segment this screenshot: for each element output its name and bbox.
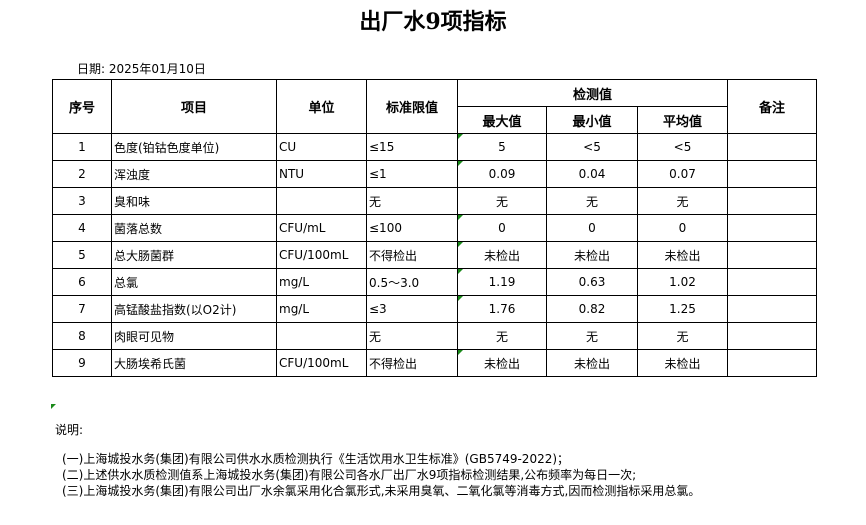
table-row: 5 总大肠菌群 CFU/100mL 不得检出 未检出 未检出 未检出 xyxy=(52,241,817,269)
row-remark xyxy=(727,214,817,242)
row-avg: 0 xyxy=(637,214,728,242)
row-item: 大肠埃希氏菌 xyxy=(111,349,277,377)
row-no: 2 xyxy=(52,160,112,188)
row-max: 1.76 xyxy=(457,295,547,323)
row-unit: CU xyxy=(276,133,367,161)
row-remark xyxy=(727,160,817,188)
table-row: 4 菌落总数 CFU/mL ≤100 0 0 0 xyxy=(52,214,817,242)
row-limit: ≤100 xyxy=(366,214,458,242)
row-unit: CFU/mL xyxy=(276,214,367,242)
row-no: 5 xyxy=(52,241,112,269)
page-title: 出厂水9项指标 xyxy=(359,9,507,35)
note-line: (三)上海城投水务(集团)有限公司出厂水余氯采用化合氯形式,未采用臭氧、二氧化氯… xyxy=(62,484,701,498)
row-avg: 1.25 xyxy=(637,295,728,323)
row-item: 浑浊度 xyxy=(111,160,277,188)
header-unit: 单位 xyxy=(276,79,367,134)
row-max: 0.09 xyxy=(457,160,547,188)
header-no: 序号 xyxy=(52,79,112,134)
row-max: 5 xyxy=(457,133,547,161)
row-unit: NTU xyxy=(276,160,367,188)
row-no: 6 xyxy=(52,268,112,296)
header-max: 最大值 xyxy=(457,106,547,134)
row-max: 未检出 xyxy=(457,349,547,377)
table-row: 7 高锰酸盐指数(以O2计) mg/L ≤3 1.76 0.82 1.25 xyxy=(52,295,817,323)
table-row: 8 肉眼可见物无无无无 xyxy=(52,322,817,350)
row-min: 无 xyxy=(546,322,638,350)
row-limit: ≤3 xyxy=(366,295,458,323)
row-remark xyxy=(727,295,817,323)
row-min: 0.63 xyxy=(546,268,638,296)
note-line: (二)上述供水水质检测值系上海城投水务(集团)有限公司各水厂出厂水9项指标检测结… xyxy=(62,468,637,482)
row-avg: 无 xyxy=(637,187,728,215)
row-unit xyxy=(276,322,367,350)
row-item: 色度(铂钴色度单位) xyxy=(111,133,277,161)
row-avg: 无 xyxy=(637,322,728,350)
row-avg: 未检出 xyxy=(637,241,728,269)
row-no: 4 xyxy=(52,214,112,242)
row-unit: CFU/100mL xyxy=(276,241,367,269)
header-measured: 检测值 xyxy=(457,79,728,107)
row-item: 肉眼可见物 xyxy=(111,322,277,350)
header-limit: 标准限值 xyxy=(366,79,458,134)
row-item: 高锰酸盐指数(以O2计) xyxy=(111,295,277,323)
row-min: 0 xyxy=(546,214,638,242)
table-row: 9 大肠埃希氏菌 CFU/100mL 不得检出 未检出 未检出 未检出 xyxy=(52,349,817,377)
row-limit: 不得检出 xyxy=(366,349,458,377)
row-avg: 未检出 xyxy=(637,349,728,377)
water-quality-table: 序号 项目 单位 标准限值 检测值 备注 最大值 最小值 平均值 1 色度(铂钴色… xyxy=(52,79,817,377)
notes-label: 说明: xyxy=(55,423,84,437)
table-row: 1 色度(铂钴色度单位) CU ≤15 5 <5 <5 xyxy=(52,133,817,161)
table-row: 6 总氯 mg/L 0.5～3.0 1.19 0.63 1.02 xyxy=(52,268,817,296)
row-max: 无 xyxy=(457,187,547,215)
row-unit xyxy=(276,187,367,215)
row-limit: 无 xyxy=(366,187,458,215)
row-remark xyxy=(727,322,817,350)
row-remark xyxy=(727,268,817,296)
row-avg: <5 xyxy=(637,133,728,161)
row-max: 无 xyxy=(457,322,547,350)
row-no: 8 xyxy=(52,322,112,350)
row-item: 总氯 xyxy=(111,268,277,296)
row-item: 臭和味 xyxy=(111,187,277,215)
row-remark xyxy=(727,187,817,215)
row-no: 7 xyxy=(52,295,112,323)
cell-comment-marker xyxy=(51,404,56,409)
header-min: 最小值 xyxy=(546,106,638,134)
row-limit: ≤1 xyxy=(366,160,458,188)
row-max: 1.19 xyxy=(457,268,547,296)
row-limit: 不得检出 xyxy=(366,241,458,269)
row-max: 0 xyxy=(457,214,547,242)
row-min: 0.82 xyxy=(546,295,638,323)
row-avg: 0.07 xyxy=(637,160,728,188)
row-min: 未检出 xyxy=(546,241,638,269)
row-unit: CFU/100mL xyxy=(276,349,367,377)
row-limit: ≤15 xyxy=(366,133,458,161)
report-date: 日期: 2025年01月10日 xyxy=(77,62,206,76)
row-min: 0.04 xyxy=(546,160,638,188)
row-item: 菌落总数 xyxy=(111,214,277,242)
row-unit: mg/L xyxy=(276,268,367,296)
row-limit: 0.5～3.0 xyxy=(366,268,458,296)
row-limit: 无 xyxy=(366,322,458,350)
row-avg: 1.02 xyxy=(637,268,728,296)
row-min: 未检出 xyxy=(546,349,638,377)
row-no: 1 xyxy=(52,133,112,161)
row-remark xyxy=(727,133,817,161)
row-item: 总大肠菌群 xyxy=(111,241,277,269)
header-item: 项目 xyxy=(111,79,277,134)
header-avg: 平均值 xyxy=(637,106,728,134)
row-min: 无 xyxy=(546,187,638,215)
header-remark: 备注 xyxy=(727,79,817,134)
row-remark xyxy=(727,349,817,377)
row-unit: mg/L xyxy=(276,295,367,323)
table-row: 2 浑浊度 NTU ≤1 0.09 0.04 0.07 xyxy=(52,160,817,188)
row-no: 9 xyxy=(52,349,112,377)
notes-section: 说明: (一)上海城投水务(集团)有限公司供水水质检测执行《生活饮用水卫生标准》… xyxy=(55,421,700,498)
table-row: 3 臭和味无无无无 xyxy=(52,187,817,215)
row-remark xyxy=(727,241,817,269)
row-no: 3 xyxy=(52,187,112,215)
note-line: (一)上海城投水务(集团)有限公司供水水质检测执行《生活饮用水卫生标准》(GB5… xyxy=(62,452,570,466)
row-max: 未检出 xyxy=(457,241,547,269)
row-min: <5 xyxy=(546,133,638,161)
